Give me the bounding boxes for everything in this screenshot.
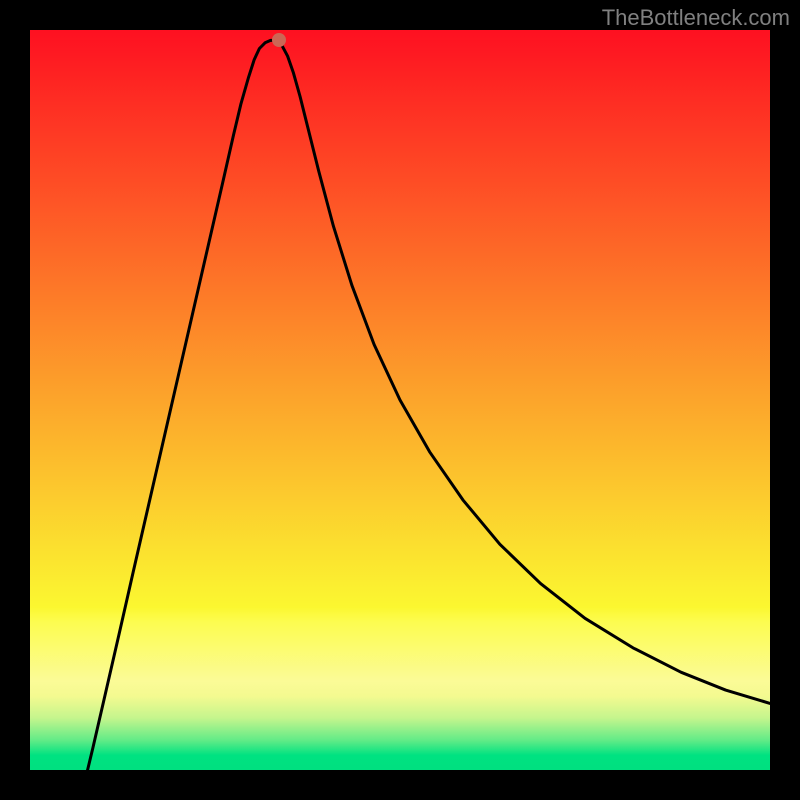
optimum-marker: [272, 33, 286, 47]
bottleneck-curve: [30, 30, 770, 770]
watermark-text: TheBottleneck.com: [602, 5, 790, 31]
curve-path: [84, 40, 770, 770]
plot-area: [30, 30, 770, 770]
